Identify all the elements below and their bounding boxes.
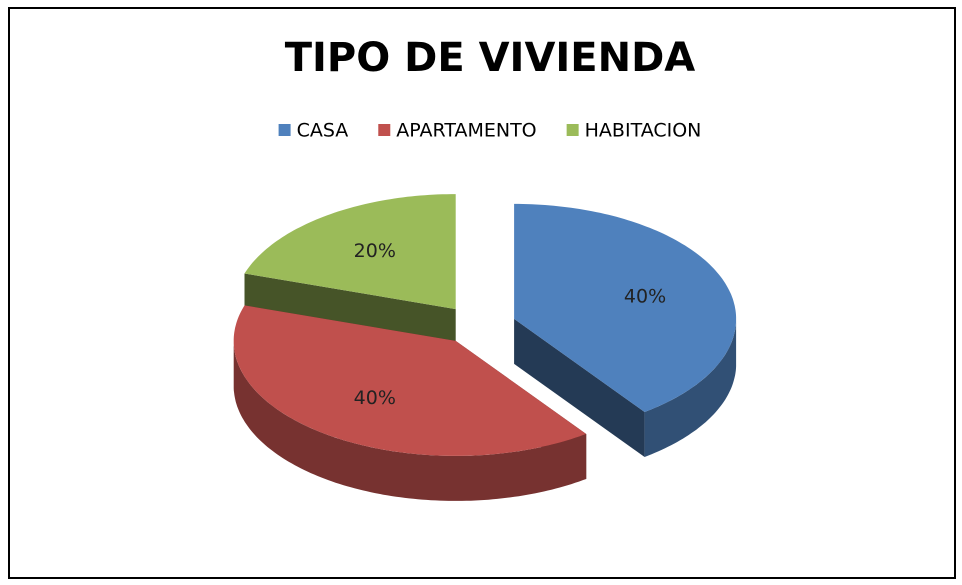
legend-label: APARTAMENTO xyxy=(396,120,536,142)
slice-top xyxy=(233,305,587,456)
chart-title: TIPO DE VIVIENDA xyxy=(285,35,696,81)
slice: 40% xyxy=(233,305,587,501)
data-label: 40% xyxy=(624,285,666,307)
slice-top xyxy=(244,194,456,310)
legend: CASA APARTAMENTO HABITACION xyxy=(278,120,702,142)
slice-top xyxy=(514,203,737,412)
legend-label: CASA xyxy=(297,120,349,142)
legend-swatch xyxy=(378,124,391,136)
legend-label: HABITACION xyxy=(585,120,702,142)
slice-wall xyxy=(514,318,645,457)
data-label: 20% xyxy=(354,240,396,262)
slice-side xyxy=(233,340,587,501)
slice: 40% xyxy=(514,203,737,457)
legend-swatch xyxy=(566,124,579,136)
pie: 20% 40% 40% xyxy=(233,194,737,501)
legend-swatch xyxy=(278,124,291,136)
slice-side xyxy=(644,318,737,457)
data-label: 40% xyxy=(354,387,396,409)
